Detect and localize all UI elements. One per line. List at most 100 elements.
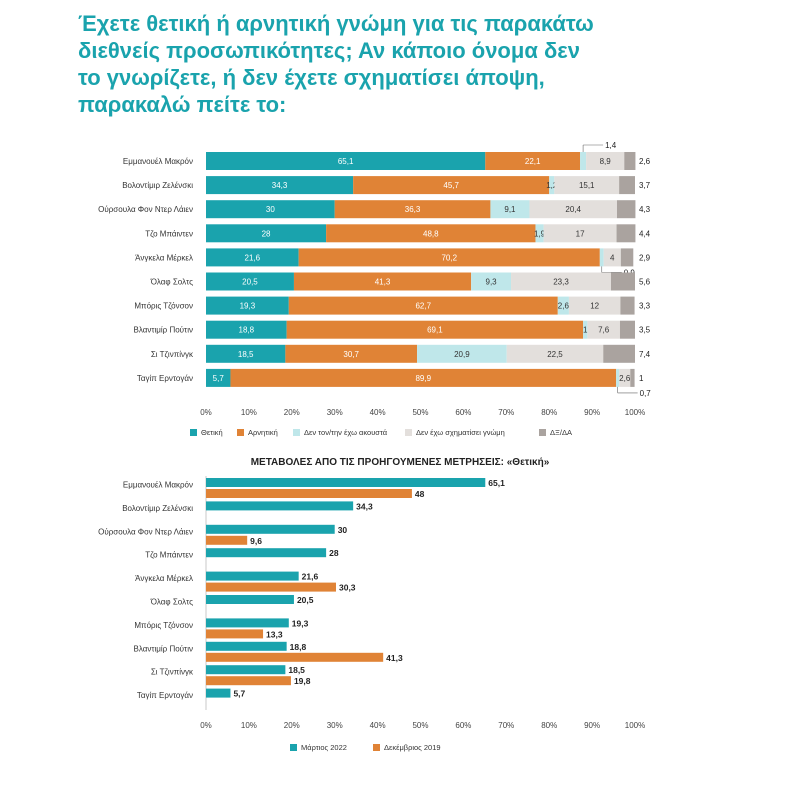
legend-label: ΔΞ/ΔΑ <box>550 428 572 437</box>
bar-0 <box>206 548 327 558</box>
legend-label: Δεν έχω σχηματίσει γνώμη <box>416 428 505 437</box>
data-label: 18,5 <box>288 665 305 675</box>
x-tick-label: 100% <box>625 408 645 417</box>
page-title: Έχετε θετική ή αρνητική γνώμη για τις πα… <box>78 10 678 118</box>
bar-0 <box>206 618 289 628</box>
data-label: 13,3 <box>266 629 283 639</box>
data-label: 20,5 <box>242 278 258 287</box>
data-label: 0,7 <box>640 389 652 398</box>
bar-segment-3 <box>554 176 620 195</box>
data-label: 2,6 <box>558 302 570 311</box>
category-label: Τζο Μπάιντεν <box>145 551 193 560</box>
bar-1 <box>206 489 412 498</box>
data-label: 23,3 <box>553 278 569 287</box>
x-tick-label: 80% <box>541 721 557 730</box>
data-label: 7,4 <box>639 350 651 359</box>
data-label: 48,8 <box>423 229 439 238</box>
data-label: 34,3 <box>272 181 288 190</box>
data-label: 45,7 <box>443 181 459 190</box>
x-tick-label: 80% <box>541 408 557 417</box>
bar-segment-0 <box>206 224 327 243</box>
data-label: 5,7 <box>213 374 225 383</box>
bar-segment-3 <box>543 224 617 243</box>
title-line: Έχετε θετική ή αρνητική γνώμη για τις πα… <box>78 11 594 36</box>
bar-segment-2 <box>557 296 569 315</box>
data-label: 30,3 <box>339 583 356 593</box>
legend-swatch <box>237 429 244 436</box>
data-label: 28 <box>262 229 271 238</box>
legend-label: Αρνητική <box>248 428 278 437</box>
bar-segment-2 <box>490 200 530 219</box>
data-label: 20,4 <box>565 205 581 214</box>
bar-segment-4 <box>620 248 634 267</box>
bar-segment-0 <box>206 344 286 363</box>
category-label: Βολοντίμιρ Ζελένσκι <box>122 181 193 190</box>
bar-segment-4 <box>630 368 635 387</box>
bar-segment-2 <box>580 152 587 170</box>
data-label: 9,3 <box>486 278 498 287</box>
x-tick-label: 0% <box>200 721 212 730</box>
bar-0 <box>206 524 335 534</box>
data-label: 21,6 <box>245 253 261 262</box>
bar-segment-0 <box>206 320 287 339</box>
legend-swatch <box>293 429 300 436</box>
data-label: 4 <box>610 253 615 262</box>
category-label: Ταγίπ Ερντογάν <box>137 691 193 700</box>
data-label: 7,6 <box>598 326 610 335</box>
x-tick-label: 90% <box>584 408 600 417</box>
bar-segment-2 <box>549 176 555 195</box>
category-label: Εμμανουέλ Μακρόν <box>123 481 193 490</box>
category-label: Ούρσουλα Φον Ντερ Λάιεν <box>98 205 193 214</box>
data-label: 2,9 <box>639 253 651 262</box>
data-label: 9,1 <box>504 205 516 214</box>
bar-segment-1 <box>326 224 536 243</box>
bar-segment-4 <box>616 200 636 219</box>
category-label: Άνγκελα Μέρκελ <box>135 574 193 583</box>
bar-segment-4 <box>616 224 636 243</box>
bar-1 <box>206 676 291 686</box>
data-label: 62,7 <box>415 302 431 311</box>
x-tick-label: 20% <box>284 408 300 417</box>
bar-0 <box>206 665 286 675</box>
data-label: 1,4 <box>605 141 617 150</box>
bar-0 <box>206 641 287 651</box>
x-tick-label: 30% <box>327 721 343 730</box>
data-label: 9,6 <box>250 536 262 546</box>
x-tick-label: 60% <box>455 721 471 730</box>
x-tick-label: 10% <box>241 721 257 730</box>
bar-segment-0 <box>206 152 486 170</box>
bar-segment-3 <box>511 272 611 291</box>
category-label: Όλαφ Σολτς <box>150 278 193 287</box>
bar-0 <box>206 478 486 487</box>
x-tick-label: 40% <box>370 721 386 730</box>
x-tick-label: 100% <box>625 721 645 730</box>
bar-1 <box>206 652 384 662</box>
data-label: 28 <box>329 548 339 558</box>
bar-segment-2 <box>599 248 604 267</box>
x-tick-label: 70% <box>498 408 514 417</box>
data-label: 18,8 <box>239 326 255 335</box>
bar-segment-3 <box>506 344 604 363</box>
bar-segment-1 <box>334 200 491 219</box>
data-label: 21,6 <box>302 572 319 582</box>
data-label: 18,8 <box>290 642 307 652</box>
bar-segment-0 <box>206 368 231 387</box>
bar-segment-1 <box>353 176 550 195</box>
category-label: Ταγίπ Ερντογάν <box>137 374 193 383</box>
category-label: Βλαντιμίρ Πούτιν <box>134 326 193 335</box>
legend-label: Δεκέμβριος 2019 <box>384 743 441 752</box>
data-label: 19,3 <box>292 618 309 628</box>
category-label: Σι Τζινπίνγκ <box>151 350 194 359</box>
bar-segment-1 <box>286 320 584 339</box>
bar-segment-3 <box>568 296 621 315</box>
bar-segment-2 <box>417 344 507 363</box>
bar-segment-1 <box>485 152 581 170</box>
bar-1 <box>206 629 264 639</box>
bar-1 <box>206 535 248 545</box>
bar-segment-3 <box>529 200 617 219</box>
legend-swatch <box>190 429 197 436</box>
bar-segment-0 <box>206 248 299 267</box>
data-label: 20,9 <box>454 350 470 359</box>
category-label: Εμμανουέλ Μακρόν <box>123 157 193 166</box>
data-label: 89,9 <box>415 374 431 383</box>
